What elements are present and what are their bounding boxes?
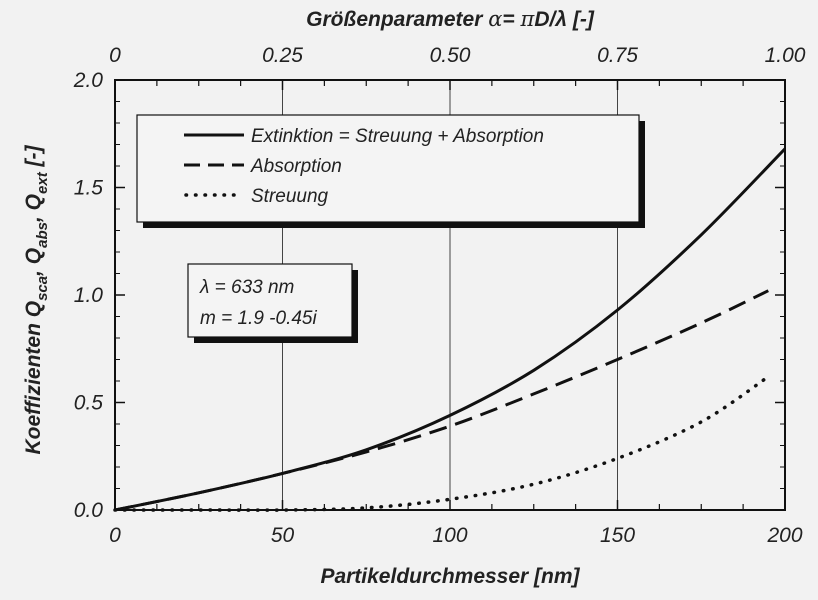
y-tick-label: 2.0	[73, 69, 104, 92]
x-tick-label: 200	[766, 524, 802, 547]
y-axis-title: Koeffizienten Qsca, Qabs, Qext [-]	[22, 144, 51, 454]
x-axis-title: Partikeldurchmesser [nm]	[320, 565, 580, 588]
x2-tick-label: 1.00	[765, 44, 806, 67]
y-axis-tick-labels: 0.0 0.5 1.0 1.5 2.0	[73, 69, 104, 522]
x-tick-label: 150	[600, 524, 635, 547]
legend-label-streuung: Streuung	[251, 186, 329, 207]
x-tick-label: 0	[109, 524, 121, 547]
y-tick-label: 0.0	[74, 499, 104, 522]
parameter-wavelength: λ = 633 nm	[199, 277, 294, 298]
top-axis-tick-labels: 0 0.25 0.50 0.75 1.00	[109, 44, 806, 67]
legend-label-absorption: Absorption	[250, 156, 342, 177]
series-line-dashed	[114, 289, 769, 512]
x-tick-label: 100	[432, 524, 467, 547]
x2-tick-label: 0.50	[430, 44, 471, 67]
top-axis-title: Größenparameter α= πD/λ [-]	[306, 7, 595, 31]
x2-tick-label: 0.75	[597, 44, 638, 67]
legend-box	[136, 114, 640, 223]
x2-tick-label: 0	[109, 44, 121, 67]
x-tick-label: 50	[271, 524, 295, 547]
y-tick-label: 1.5	[74, 177, 104, 200]
parameter-refractive-index: m = 1.9 -0.45i	[200, 308, 317, 329]
parameter-box: λ = 633 nm m = 1.9 -0.45i	[187, 263, 358, 343]
x-axis-tick-labels: 0 50 100 150 200	[109, 524, 803, 547]
x2-tick-label: 0.25	[262, 44, 303, 67]
legend-label-extinktion: Extinktion = Streuung + Absorption	[251, 126, 544, 147]
series-layer	[113, 147, 787, 512]
legend: Extinktion = Streuung + Absorption Absor…	[136, 114, 645, 228]
parameter-box-frame	[187, 263, 353, 338]
y-tick-label: 1.0	[74, 284, 104, 307]
y-tick-label: 0.5	[74, 392, 104, 415]
